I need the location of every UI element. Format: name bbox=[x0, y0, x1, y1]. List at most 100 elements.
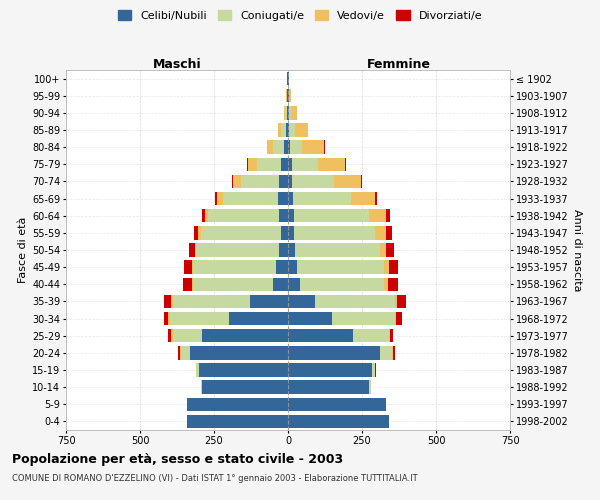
Bar bbox=[288, 364, 376, 376]
Bar bbox=[288, 140, 325, 154]
Bar bbox=[195, 244, 288, 256]
Bar bbox=[287, 106, 288, 120]
Bar bbox=[288, 364, 373, 376]
Bar bbox=[288, 209, 386, 222]
Bar bbox=[288, 89, 291, 102]
Bar bbox=[199, 226, 288, 239]
Bar bbox=[187, 414, 288, 428]
Bar bbox=[288, 89, 291, 102]
Bar bbox=[288, 244, 386, 256]
Bar bbox=[164, 312, 288, 326]
Bar bbox=[288, 294, 406, 308]
Bar bbox=[286, 124, 288, 136]
Bar bbox=[288, 192, 351, 205]
Bar bbox=[288, 329, 389, 342]
Bar bbox=[183, 278, 288, 291]
Bar bbox=[288, 294, 397, 308]
Bar bbox=[288, 192, 377, 205]
Bar bbox=[288, 294, 395, 308]
Bar bbox=[288, 380, 371, 394]
Bar bbox=[288, 106, 297, 120]
Bar bbox=[279, 209, 288, 222]
Bar bbox=[287, 89, 288, 102]
Bar bbox=[288, 226, 376, 239]
Bar bbox=[173, 329, 288, 342]
Bar bbox=[288, 364, 376, 376]
Bar bbox=[286, 89, 288, 102]
Bar bbox=[288, 260, 297, 274]
Bar bbox=[281, 226, 288, 239]
Bar bbox=[279, 174, 288, 188]
Bar bbox=[288, 364, 376, 376]
Bar bbox=[199, 364, 288, 376]
Bar bbox=[288, 346, 380, 360]
Bar bbox=[193, 278, 288, 291]
Bar bbox=[288, 192, 293, 205]
Bar bbox=[288, 312, 396, 326]
Bar bbox=[288, 158, 345, 171]
Bar bbox=[205, 209, 288, 222]
Bar bbox=[193, 260, 288, 274]
Bar bbox=[279, 244, 288, 256]
Bar bbox=[190, 346, 288, 360]
Bar bbox=[288, 398, 386, 411]
Bar bbox=[196, 364, 288, 376]
Bar bbox=[288, 192, 375, 205]
Bar bbox=[288, 260, 384, 274]
Bar bbox=[187, 414, 288, 428]
Bar bbox=[288, 312, 395, 326]
Bar bbox=[233, 174, 288, 188]
Bar bbox=[288, 414, 389, 428]
Bar bbox=[284, 106, 288, 120]
Bar bbox=[267, 140, 288, 154]
Legend: Celibi/Nubili, Coniugati/e, Vedovi/e, Divorziati/e: Celibi/Nubili, Coniugati/e, Vedovi/e, Di… bbox=[113, 6, 487, 25]
Bar bbox=[288, 278, 384, 291]
Text: Maschi: Maschi bbox=[152, 58, 202, 71]
Bar bbox=[288, 346, 393, 360]
Bar bbox=[288, 158, 346, 171]
Bar bbox=[288, 414, 389, 428]
Bar bbox=[288, 158, 292, 171]
Bar bbox=[278, 124, 288, 136]
Bar bbox=[232, 174, 288, 188]
Y-axis label: Anni di nascita: Anni di nascita bbox=[572, 209, 583, 291]
Bar bbox=[178, 346, 288, 360]
Bar bbox=[288, 106, 291, 120]
Bar bbox=[288, 260, 398, 274]
Bar bbox=[189, 244, 288, 256]
Bar bbox=[187, 414, 288, 428]
Bar bbox=[196, 244, 288, 256]
Bar bbox=[288, 124, 308, 136]
Bar bbox=[288, 278, 388, 291]
Bar bbox=[250, 294, 288, 308]
Bar bbox=[202, 329, 288, 342]
Bar bbox=[168, 329, 288, 342]
Bar bbox=[288, 329, 393, 342]
Bar bbox=[200, 380, 288, 394]
Bar bbox=[288, 209, 390, 222]
Bar bbox=[288, 106, 297, 120]
Bar bbox=[192, 278, 288, 291]
Bar bbox=[202, 380, 288, 394]
Bar bbox=[196, 364, 288, 376]
Bar bbox=[192, 260, 288, 274]
Bar bbox=[171, 294, 288, 308]
Bar bbox=[288, 346, 395, 360]
Bar bbox=[278, 192, 288, 205]
Bar bbox=[288, 260, 389, 274]
Bar bbox=[288, 380, 370, 394]
Bar bbox=[276, 260, 288, 274]
Bar bbox=[288, 398, 386, 411]
Bar bbox=[288, 174, 362, 188]
Bar bbox=[288, 414, 389, 428]
Bar bbox=[184, 260, 288, 274]
Bar bbox=[285, 106, 288, 120]
Bar bbox=[288, 226, 294, 239]
Bar bbox=[187, 398, 288, 411]
Bar bbox=[267, 140, 288, 154]
Bar bbox=[288, 124, 308, 136]
Bar bbox=[181, 346, 288, 360]
Bar bbox=[288, 226, 392, 239]
Bar bbox=[288, 244, 394, 256]
Y-axis label: Fasce di età: Fasce di età bbox=[18, 217, 28, 283]
